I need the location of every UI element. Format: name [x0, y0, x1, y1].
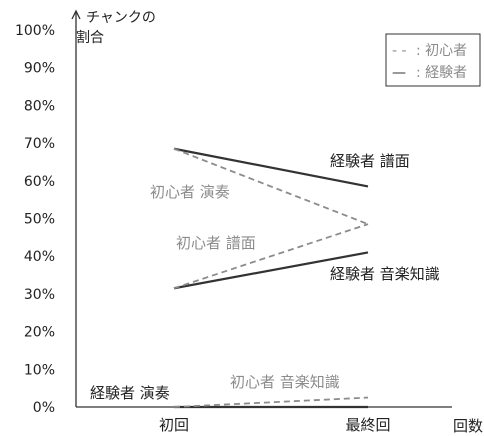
x-tick-label: 最終回 [345, 416, 390, 434]
series-label: 初心者 譜面 [176, 234, 256, 252]
series-label: 初心者 演奏 [150, 183, 230, 201]
y-tick-label: 30% [24, 287, 55, 303]
series-label: 経験者 演奏 [90, 384, 170, 402]
y-axis-arrow [71, 9, 81, 20]
legend-marker: — [392, 65, 406, 81]
y-tick-label: 40% [24, 249, 55, 265]
x-tick-label: 初回 [159, 416, 189, 434]
x-ticks: 初回 最終回 [159, 416, 391, 434]
series-label: 経験者 譜面 [330, 152, 410, 170]
series-label: 初心者 音楽知識 [230, 373, 340, 391]
legend-label: : 経験者 [416, 65, 467, 81]
y-tick-label: 0% [33, 400, 55, 416]
legend: - - : 初心者 — : 経験者 [385, 33, 481, 87]
x-axis-label: 回数 [453, 417, 483, 435]
series-line [173, 251, 369, 290]
y-tick-label: 50% [24, 212, 55, 228]
y-tick-label: 70% [24, 136, 55, 152]
y-tick-label: 20% [24, 325, 55, 341]
legend-box [385, 33, 481, 87]
legend-marker: - - [392, 43, 407, 59]
y-axis-label-line-2: 割合 [76, 29, 104, 46]
y-tick-label: 100% [15, 23, 55, 39]
series-line [173, 396, 369, 408]
y-axis-label-line-1: チャンクの [86, 10, 156, 26]
series-lines [173, 147, 369, 409]
y-tick-label: 80% [24, 98, 55, 114]
series-line [173, 147, 369, 225]
y-tick-label: 60% [24, 174, 55, 190]
y-tick-label: 90% [24, 61, 55, 77]
series-line [173, 223, 369, 290]
legend-label: : 初心者 [416, 42, 467, 59]
series-line [173, 147, 369, 188]
y-ticks: 0% 10% 20% 30% 40% 50% 60% 70% 80% 90% 100% [15, 23, 55, 416]
series-label: 経験者 音楽知識 [330, 265, 440, 283]
y-tick-label: 10% [24, 362, 55, 378]
